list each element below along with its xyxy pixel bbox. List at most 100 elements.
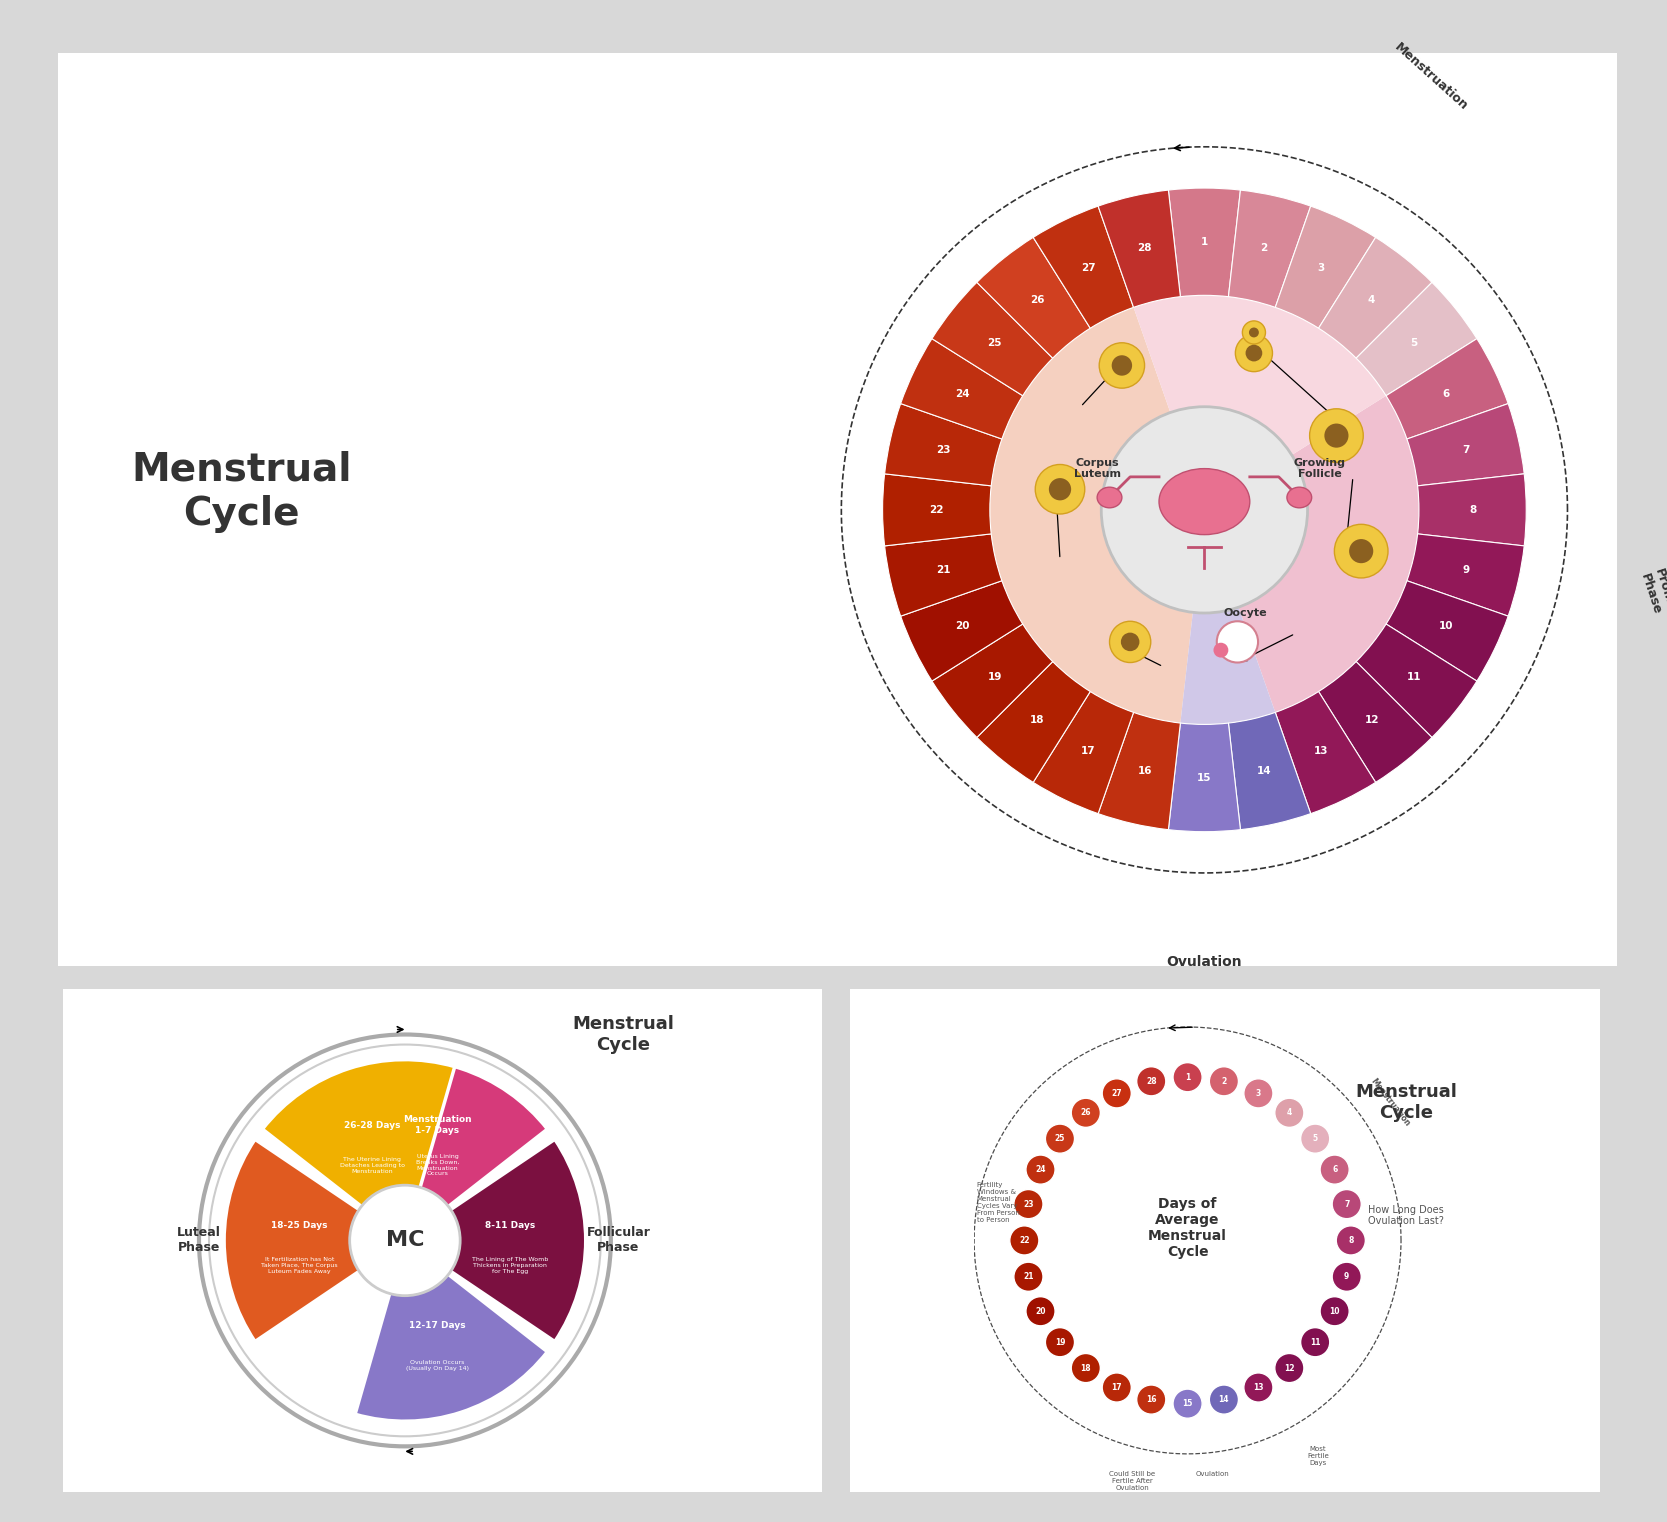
Text: 8: 8 xyxy=(1469,505,1477,514)
Text: The Uterine Lining
Detaches Leading to
Menstruation: The Uterine Lining Detaches Leading to M… xyxy=(340,1157,405,1173)
Wedge shape xyxy=(932,624,1052,738)
Text: 26-28 Days: 26-28 Days xyxy=(343,1120,400,1129)
Text: 8-11 Days: 8-11 Days xyxy=(485,1221,535,1230)
Circle shape xyxy=(1014,1190,1044,1219)
Text: 19: 19 xyxy=(1055,1338,1065,1347)
Text: How Long Does
Ovulation Last?: How Long Does Ovulation Last? xyxy=(1369,1204,1444,1227)
Circle shape xyxy=(1102,406,1307,613)
Text: Luteal
Phase: Luteal Phase xyxy=(177,1227,222,1254)
Circle shape xyxy=(1102,1079,1132,1108)
Text: 20: 20 xyxy=(1035,1307,1045,1315)
Circle shape xyxy=(1244,1079,1274,1108)
Text: 4: 4 xyxy=(1369,295,1375,306)
Text: 14: 14 xyxy=(1219,1396,1229,1405)
Text: 22: 22 xyxy=(929,505,944,514)
Text: Growing
Follicle: Growing Follicle xyxy=(1294,458,1345,479)
Circle shape xyxy=(1244,1373,1274,1402)
Text: 11: 11 xyxy=(1310,1338,1320,1347)
Wedge shape xyxy=(405,1140,585,1341)
Text: Proliferative
Phase: Proliferative Phase xyxy=(1637,568,1667,659)
Wedge shape xyxy=(1407,403,1524,486)
Text: 16: 16 xyxy=(1145,1396,1157,1405)
Wedge shape xyxy=(1099,190,1180,307)
Text: 21: 21 xyxy=(935,565,950,574)
Text: 23: 23 xyxy=(1024,1199,1034,1208)
Text: Menstruation: Menstruation xyxy=(1392,41,1470,113)
Circle shape xyxy=(1349,539,1374,563)
Circle shape xyxy=(1332,1262,1362,1291)
Text: Menstruation
1-7 Days: Menstruation 1-7 Days xyxy=(403,1116,472,1135)
Wedge shape xyxy=(1229,712,1310,829)
Wedge shape xyxy=(1169,189,1240,297)
Circle shape xyxy=(1334,524,1389,578)
Circle shape xyxy=(1217,621,1259,662)
Text: 6: 6 xyxy=(1442,388,1450,399)
Text: 19: 19 xyxy=(987,673,1002,682)
Circle shape xyxy=(1045,1327,1075,1356)
Text: The Lining of The Womb
Thickens in Preparation
for The Egg: The Lining of The Womb Thickens in Prepa… xyxy=(472,1257,548,1274)
Text: 3: 3 xyxy=(1255,1088,1260,1097)
Text: It Fertilization has Not
Taken Place, The Corpus
Luteum Fades Away: It Fertilization has Not Taken Place, Th… xyxy=(262,1257,338,1274)
Text: Follicular
Phase: Follicular Phase xyxy=(587,1227,650,1254)
Circle shape xyxy=(1324,423,1349,447)
Circle shape xyxy=(1209,1385,1239,1414)
Text: 3: 3 xyxy=(1317,263,1324,274)
Wedge shape xyxy=(885,403,1002,486)
Text: 8: 8 xyxy=(1349,1236,1354,1245)
Text: 15: 15 xyxy=(1197,773,1212,782)
Circle shape xyxy=(1242,321,1265,344)
Text: 28: 28 xyxy=(1137,244,1152,254)
Wedge shape xyxy=(1034,205,1134,329)
Wedge shape xyxy=(1034,691,1134,814)
Circle shape xyxy=(1025,1297,1055,1326)
Wedge shape xyxy=(1275,691,1375,814)
Text: Menstrual
Cycle: Menstrual Cycle xyxy=(132,451,352,533)
Text: 18: 18 xyxy=(1080,1364,1092,1373)
Circle shape xyxy=(1070,1122,1305,1359)
Text: 26: 26 xyxy=(1080,1108,1090,1117)
Wedge shape xyxy=(977,662,1090,782)
Text: Uterus Lining
Breaks Down,
Menstruation
Occurs: Uterus Lining Breaks Down, Menstruation … xyxy=(415,1154,458,1177)
Text: Corpus
Luteum: Corpus Luteum xyxy=(1074,458,1120,479)
Text: 12: 12 xyxy=(1364,714,1379,724)
Text: 5: 5 xyxy=(1410,338,1417,347)
Circle shape xyxy=(1245,345,1262,361)
Circle shape xyxy=(1014,1262,1044,1291)
Text: 18: 18 xyxy=(1030,714,1045,724)
Text: 24: 24 xyxy=(1035,1166,1045,1173)
Text: Menstrual
Cycle: Menstrual Cycle xyxy=(572,1015,675,1053)
Text: 27: 27 xyxy=(1080,263,1095,274)
Wedge shape xyxy=(990,307,1205,723)
Text: Secretory Phase: Secretory Phase xyxy=(743,452,757,568)
Circle shape xyxy=(1025,1155,1055,1184)
Circle shape xyxy=(1320,1297,1349,1326)
Wedge shape xyxy=(1275,205,1375,329)
Circle shape xyxy=(1072,1099,1100,1128)
Circle shape xyxy=(1049,478,1072,501)
Circle shape xyxy=(1010,1225,1039,1256)
Text: 13: 13 xyxy=(1314,746,1329,756)
Circle shape xyxy=(1332,1190,1362,1219)
Circle shape xyxy=(1174,1390,1202,1419)
Wedge shape xyxy=(900,581,1024,680)
Text: Ovulation: Ovulation xyxy=(1195,1472,1230,1478)
Circle shape xyxy=(1035,464,1085,514)
Text: 5: 5 xyxy=(1312,1134,1317,1143)
Circle shape xyxy=(1174,1062,1202,1091)
Circle shape xyxy=(1310,409,1364,463)
Wedge shape xyxy=(1407,534,1524,616)
Text: 15: 15 xyxy=(1182,1399,1194,1408)
Circle shape xyxy=(1275,1099,1304,1128)
Text: 9: 9 xyxy=(1462,565,1469,574)
Wedge shape xyxy=(1357,282,1477,396)
Circle shape xyxy=(1300,1125,1330,1154)
Text: 25: 25 xyxy=(987,338,1002,347)
Text: 17: 17 xyxy=(1080,746,1095,756)
Wedge shape xyxy=(1357,624,1477,738)
Text: 10: 10 xyxy=(1329,1307,1340,1315)
Wedge shape xyxy=(1205,396,1419,712)
Text: Most
Fertile
Days: Most Fertile Days xyxy=(1307,1446,1329,1466)
Circle shape xyxy=(1137,1385,1165,1414)
Text: MC: MC xyxy=(385,1230,423,1251)
Circle shape xyxy=(1102,1373,1132,1402)
